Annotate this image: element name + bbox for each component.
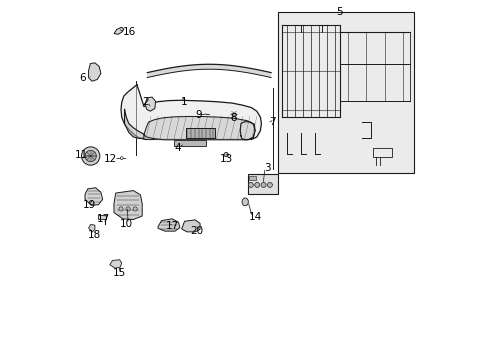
Text: 8: 8 bbox=[230, 113, 237, 123]
Text: 16: 16 bbox=[123, 27, 136, 37]
Polygon shape bbox=[88, 63, 101, 81]
Polygon shape bbox=[158, 219, 180, 231]
Circle shape bbox=[126, 207, 130, 211]
Polygon shape bbox=[109, 260, 122, 268]
Text: 6: 6 bbox=[79, 73, 85, 83]
Text: 17: 17 bbox=[97, 214, 110, 224]
Ellipse shape bbox=[242, 198, 248, 206]
Polygon shape bbox=[147, 64, 270, 77]
Polygon shape bbox=[114, 27, 123, 34]
Text: 19: 19 bbox=[82, 200, 96, 210]
Circle shape bbox=[133, 207, 137, 211]
Text: 9: 9 bbox=[195, 110, 202, 120]
Bar bbox=[278, 12, 413, 173]
Polygon shape bbox=[88, 224, 95, 232]
FancyBboxPatch shape bbox=[247, 174, 278, 194]
Circle shape bbox=[261, 183, 265, 188]
Circle shape bbox=[248, 183, 253, 188]
Bar bbox=[186, 128, 214, 138]
Polygon shape bbox=[143, 117, 255, 140]
Text: 17: 17 bbox=[165, 221, 179, 231]
Text: 2: 2 bbox=[142, 98, 149, 107]
Text: 1: 1 bbox=[181, 98, 187, 107]
Text: 11: 11 bbox=[75, 150, 88, 160]
FancyBboxPatch shape bbox=[98, 215, 106, 219]
Bar bbox=[248, 176, 255, 180]
Polygon shape bbox=[121, 85, 261, 139]
Text: 5: 5 bbox=[336, 8, 343, 17]
Polygon shape bbox=[124, 109, 143, 138]
Text: 12: 12 bbox=[103, 154, 117, 164]
Circle shape bbox=[119, 207, 123, 211]
Text: 4: 4 bbox=[174, 143, 181, 153]
Text: 10: 10 bbox=[120, 219, 133, 229]
Text: 18: 18 bbox=[88, 230, 101, 240]
Circle shape bbox=[85, 150, 96, 162]
Circle shape bbox=[224, 153, 228, 157]
Text: 7: 7 bbox=[269, 117, 275, 127]
Circle shape bbox=[254, 183, 259, 188]
Text: 14: 14 bbox=[248, 212, 261, 222]
Polygon shape bbox=[114, 190, 142, 220]
Text: 3: 3 bbox=[264, 163, 270, 173]
Text: 15: 15 bbox=[112, 269, 125, 279]
Circle shape bbox=[267, 183, 272, 188]
Text: 13: 13 bbox=[220, 154, 233, 164]
Bar bbox=[174, 140, 205, 147]
Polygon shape bbox=[85, 188, 102, 206]
Polygon shape bbox=[182, 220, 200, 232]
Text: 20: 20 bbox=[190, 226, 203, 236]
Circle shape bbox=[81, 147, 100, 165]
Bar bbox=[372, 148, 392, 157]
Polygon shape bbox=[145, 97, 155, 111]
